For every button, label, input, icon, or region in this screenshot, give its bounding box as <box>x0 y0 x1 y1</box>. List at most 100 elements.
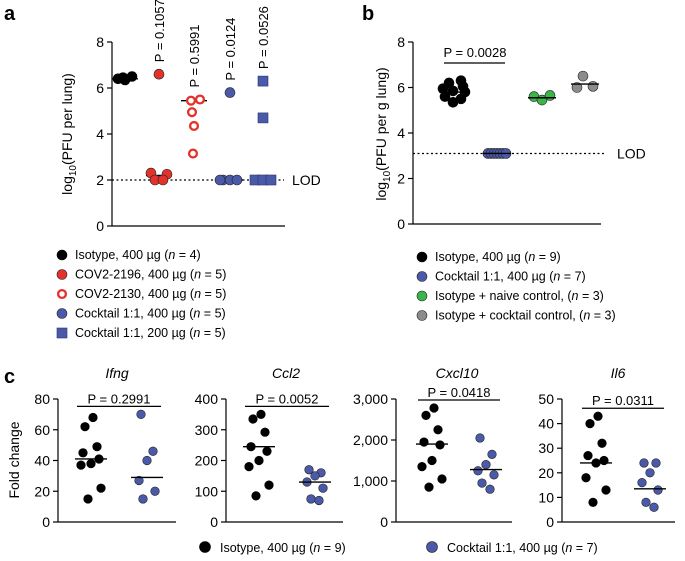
y-tick-label: 200 <box>195 453 219 469</box>
lod-label: LOD <box>617 145 646 161</box>
data-point <box>475 433 485 443</box>
legend-c: Isotype, 400 µg (n = 9) Cocktail 1:1, 400… <box>199 541 598 555</box>
data-point <box>187 148 199 159</box>
legend-marker <box>56 269 68 280</box>
data-point <box>214 174 226 186</box>
data-point <box>597 438 607 448</box>
chart-title: Il6 <box>611 365 626 381</box>
legend-marker <box>56 249 68 261</box>
data-point <box>435 440 445 450</box>
data-point <box>421 410 431 421</box>
legend-label: Cocktail 1:1, 400 µg (n = 7) <box>447 541 598 555</box>
legend-label: Isotype, 400 µg (n = 4) <box>75 248 201 262</box>
legend-b: Isotype, 400 µg (n = 9) Cocktail 1:1, 400… <box>416 250 616 323</box>
p-value-label: P = 0.0052 <box>255 391 318 406</box>
data-point <box>76 460 86 470</box>
legend-label: Cocktail 1:1, 400 µg (n = 5) <box>75 307 226 321</box>
p-value-label: P = 0.0311 <box>592 393 654 408</box>
legend-a: Isotype, 400 µg (n = 4) COV2-2196, 400 µg… <box>56 248 226 340</box>
group-0 <box>243 409 275 501</box>
y-tick-label: 20 <box>538 465 554 481</box>
data-point <box>265 174 277 186</box>
data-point <box>544 90 556 101</box>
data-point <box>588 497 598 507</box>
y-axis-label: Fold change <box>6 421 22 498</box>
group-0 <box>437 75 471 108</box>
y-tick-label: 0 <box>96 218 104 234</box>
panel-a-chart: 0 2 4 6 8 log10(PFU per lung) LOD P = 0.1057 P =… <box>56 0 321 340</box>
y-tick-label: 10 <box>538 489 554 505</box>
data-point <box>264 480 274 490</box>
y-tick-label: 4 <box>397 125 405 141</box>
data-point <box>433 425 443 435</box>
y-tick-label: 40 <box>34 453 50 469</box>
legend-marker <box>416 251 428 263</box>
p-value-label: P = 0.5991 <box>187 24 202 87</box>
data-point <box>304 465 314 475</box>
y-tick-label: 50 <box>538 391 554 407</box>
data-point <box>254 455 264 466</box>
panel-b-letter: b <box>362 3 374 25</box>
data-point <box>583 450 593 461</box>
data-point <box>310 471 320 481</box>
data-point <box>318 483 328 493</box>
legend-label: Isotype + cocktail control, (n = 3) <box>435 309 616 323</box>
data-point <box>150 486 160 496</box>
group-0 <box>580 411 612 507</box>
data-point <box>649 502 659 512</box>
y-tick-label: 20 <box>34 483 50 499</box>
data-point <box>244 462 254 472</box>
panel-c-chart-ccl2: 0 100 200 300 400 Ccl2 P = 0.0052 <box>195 365 343 530</box>
group-3 <box>214 87 243 186</box>
data-point <box>153 68 165 80</box>
group-1 <box>131 409 163 504</box>
data-point <box>593 411 603 421</box>
data-point <box>80 422 90 432</box>
chart-title: Cxcl10 <box>436 365 479 381</box>
legend-label: COV2-2196, 400 µg (n = 5) <box>75 268 226 282</box>
data-point <box>257 75 269 87</box>
data-point <box>251 491 261 501</box>
group-1 <box>299 465 331 506</box>
group-1 <box>482 148 512 159</box>
data-point <box>148 446 158 456</box>
legend-label: Isotype, 400 µg (n = 9) <box>220 541 346 555</box>
p-value-label: P = 0.1057 <box>152 0 167 62</box>
group-1 <box>470 433 502 494</box>
data-point <box>117 72 129 83</box>
data-point <box>257 112 269 124</box>
data-point <box>256 409 266 419</box>
data-point <box>306 494 316 504</box>
data-point <box>447 96 459 108</box>
data-point <box>186 107 198 118</box>
data-point <box>571 82 583 93</box>
y-tick-label: 300 <box>195 422 219 438</box>
y-tick-label: 2 <box>397 171 405 187</box>
lod-label: LOD <box>292 172 321 188</box>
legend-label: Cocktail 1:1, 400 µg (n = 7) <box>435 270 586 284</box>
data-point <box>231 174 243 186</box>
data-point <box>481 460 491 470</box>
data-point <box>429 403 439 413</box>
y-tick-label: 0 <box>397 216 405 232</box>
data-point <box>248 414 258 424</box>
data-point <box>88 412 98 423</box>
data-point <box>86 458 96 469</box>
y-tick-label: 40 <box>538 416 554 432</box>
legend-label: Cocktail 1:1, 200 µg (n = 5) <box>75 326 226 340</box>
panel-b-chart: 0 2 4 6 8 log10(PFU per g lung) LOD P = 0.0028 I… <box>373 34 646 323</box>
data-point <box>83 494 93 504</box>
data-point <box>142 455 152 466</box>
legend-marker <box>199 541 211 553</box>
group-4 <box>249 75 277 186</box>
y-tick-label: 1,000 <box>353 473 388 489</box>
data-point <box>487 449 497 459</box>
data-point <box>92 442 102 452</box>
panel-c-chart-ifng: 0 20 40 60 80 Ifng Fold change P = 0.2991 <box>6 365 176 530</box>
panel-c-letter: c <box>4 366 15 388</box>
data-point <box>601 485 611 495</box>
y-tick-label: 0 <box>42 514 50 530</box>
y-tick-label: 60 <box>34 422 50 438</box>
data-point <box>585 419 595 429</box>
